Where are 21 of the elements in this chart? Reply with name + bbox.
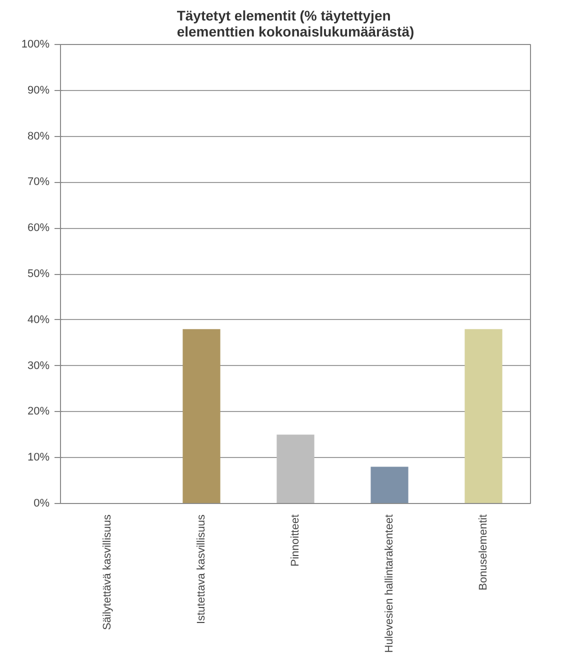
y-tick-label: 100% xyxy=(21,38,50,50)
chart-title: Täytetyt elementit (% täytettyjen elementtien kokonaislukumäärästä) xyxy=(176,8,414,40)
y-tick-label: 40% xyxy=(27,314,50,326)
y-tick-label: 10% xyxy=(27,452,50,464)
y-tick-label: 60% xyxy=(27,222,50,234)
y-tick-label: 0% xyxy=(34,498,50,510)
bar xyxy=(276,434,314,504)
y-tick-label: 80% xyxy=(27,130,50,142)
x-tick-label: Bonuselementit xyxy=(478,514,490,590)
x-tick-label: Säilytettävä kasvillisuus xyxy=(102,514,114,630)
y-tick-label: 30% xyxy=(27,360,50,372)
bar xyxy=(464,329,502,504)
bar xyxy=(370,466,408,504)
x-tick-label: Istutettava kasvillisuus xyxy=(196,514,208,624)
y-tick-label: 90% xyxy=(27,84,50,96)
y-tick-label: 50% xyxy=(27,268,50,280)
y-tick-label: 70% xyxy=(27,176,50,188)
x-tick-label: Pinnoitteet xyxy=(290,514,302,566)
y-tick-label: 20% xyxy=(27,406,50,418)
x-tick-label: Hulevesien hallintarakenteet xyxy=(384,514,396,653)
bar xyxy=(182,329,220,504)
